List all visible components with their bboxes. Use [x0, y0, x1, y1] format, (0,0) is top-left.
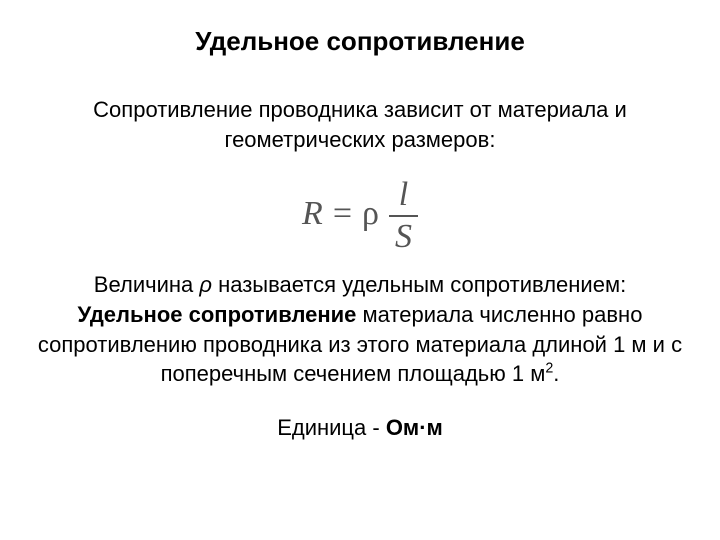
- unit-line: Единица - Ом·м: [30, 415, 690, 441]
- unit-value: Ом·м: [386, 415, 443, 440]
- definition-prefix: Величина: [94, 272, 200, 297]
- formula-rho: ρ: [362, 195, 379, 233]
- formula-denominator: S: [389, 220, 418, 254]
- definition-text: Величина ρ называется удельным сопротивл…: [30, 270, 690, 389]
- page-title: Удельное сопротивление: [30, 26, 690, 57]
- formula-fraction: l S: [389, 178, 418, 254]
- definition-rho-symbol: ρ: [199, 272, 212, 297]
- definition-after-rho: называется удельным сопротивлением:: [212, 272, 626, 297]
- definition-period: .: [553, 361, 559, 386]
- formula-equals: =: [333, 195, 352, 233]
- formula-numerator: l: [393, 178, 414, 212]
- resistivity-formula: R = ρ l S: [30, 176, 690, 252]
- formula-lhs: R: [302, 195, 323, 233]
- formula-fraction-bar: [389, 215, 418, 217]
- slide-page: Удельное сопротивление Сопротивление про…: [0, 0, 720, 540]
- definition-term-bold: Удельное сопротивление: [78, 302, 357, 327]
- intro-text: Сопротивление проводника зависит от мате…: [30, 95, 690, 154]
- unit-prefix: Единица -: [277, 415, 386, 440]
